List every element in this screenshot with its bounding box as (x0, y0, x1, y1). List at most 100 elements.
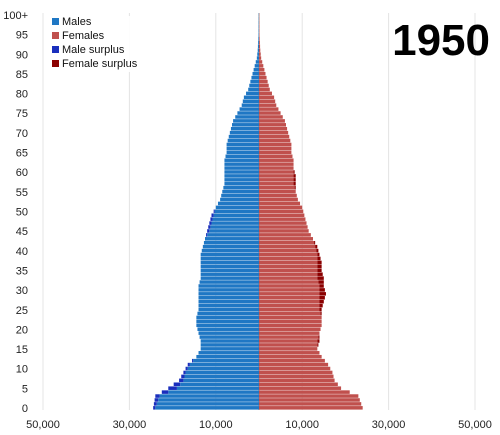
bar-female (259, 284, 320, 288)
y-tick-label: 75 (16, 108, 28, 120)
bar-female (259, 327, 321, 331)
bar-female (259, 217, 306, 221)
bar-female (259, 406, 363, 410)
bar-male-surplus (153, 406, 156, 410)
bar-male (232, 123, 259, 127)
bar-male (214, 209, 259, 214)
y-tick-label: 65 (16, 148, 28, 160)
bar-female-surplus (320, 311, 322, 316)
bar-male (237, 111, 259, 115)
bar-female (259, 374, 334, 379)
bar-female (259, 402, 362, 406)
bar-female (259, 378, 335, 383)
bar-male (156, 402, 259, 406)
bar-female (259, 83, 269, 88)
bar-male (200, 268, 259, 273)
bar-male (176, 386, 259, 390)
bar-male (225, 154, 259, 159)
bar-female (259, 260, 318, 265)
bar-male (246, 91, 259, 96)
bar-female (259, 68, 265, 72)
bar-male (211, 221, 259, 225)
bar-female (259, 343, 318, 347)
bar-female-surplus (319, 292, 326, 296)
bar-male (201, 248, 259, 253)
bar-female (259, 394, 359, 398)
bar-male (200, 260, 259, 265)
bar-female-surplus (319, 303, 323, 308)
bar-male (253, 68, 259, 72)
bar-female (259, 307, 320, 312)
bar-female-surplus (317, 268, 322, 273)
bar-female (259, 288, 320, 292)
bar-male (224, 162, 259, 166)
bars-group (153, 13, 363, 410)
bar-male (221, 193, 259, 198)
bar-male (200, 256, 259, 261)
bar-male (210, 225, 259, 229)
bar-male (215, 205, 259, 210)
bar-female (259, 331, 320, 335)
y-tick-labels: 0 5 10 15 20 25 30 35 40 45 50 55 60 65 70 75 80 85 90 95 10… (3, 10, 28, 415)
bar-female (259, 303, 320, 308)
bar-female (259, 40, 260, 45)
bar-female (259, 123, 286, 127)
bar-female (259, 64, 264, 68)
bar-male (239, 107, 259, 111)
bar-male-surplus (173, 382, 181, 387)
bar-female-surplus (317, 256, 321, 261)
x-tick-label: 10,000 (285, 419, 319, 431)
bar-female (259, 154, 293, 159)
bar-male (248, 87, 259, 92)
bar-male (193, 358, 259, 363)
bar-female (259, 71, 266, 76)
bar-female (259, 213, 305, 217)
y-tick-label: 5 (22, 383, 28, 395)
bar-female-surplus (294, 185, 296, 190)
bar-male (224, 182, 259, 186)
bar-female (259, 115, 283, 119)
bar-female (259, 347, 318, 351)
bar-female (259, 44, 261, 48)
bar-male (180, 382, 259, 387)
bar-male-surplus (168, 386, 177, 390)
bar-male (241, 103, 259, 107)
bar-male (209, 229, 259, 233)
bar-female-surplus (319, 299, 324, 304)
bar-female (259, 311, 321, 316)
bar-female-surplus (318, 335, 320, 339)
bar-male-surplus (153, 402, 157, 406)
bar-male (233, 119, 259, 123)
bar-female (259, 75, 267, 80)
bar-male (196, 323, 259, 328)
bar-male-surplus (210, 217, 213, 221)
y-tick-label: 35 (16, 265, 28, 277)
bar-male (202, 244, 259, 249)
bar-female (259, 335, 319, 339)
bar-female (259, 189, 296, 194)
bar-male-surplus (192, 358, 194, 363)
bar-female (259, 386, 342, 390)
bar-male (189, 362, 259, 367)
bar-female (259, 225, 308, 229)
bar-female-surplus (319, 288, 325, 292)
bar-female (259, 185, 295, 190)
bar-male (255, 60, 259, 64)
bar-female (259, 264, 318, 269)
bar-male (198, 331, 259, 335)
bar-male-surplus (154, 398, 159, 402)
bar-female (259, 233, 311, 237)
y-tick-label: 10 (16, 364, 28, 376)
bar-female (259, 351, 320, 355)
bar-male (212, 217, 259, 221)
y-tick-label: 20 (16, 324, 28, 336)
bar-male (159, 394, 259, 398)
bar-male (224, 170, 259, 174)
bar-male (199, 280, 259, 284)
bar-male (213, 213, 259, 217)
bar-male-surplus (181, 374, 185, 379)
bar-male (196, 354, 259, 359)
bar-female-surplus (317, 260, 322, 265)
y-tick-label: 90 (16, 49, 28, 61)
bar-male (184, 374, 259, 379)
